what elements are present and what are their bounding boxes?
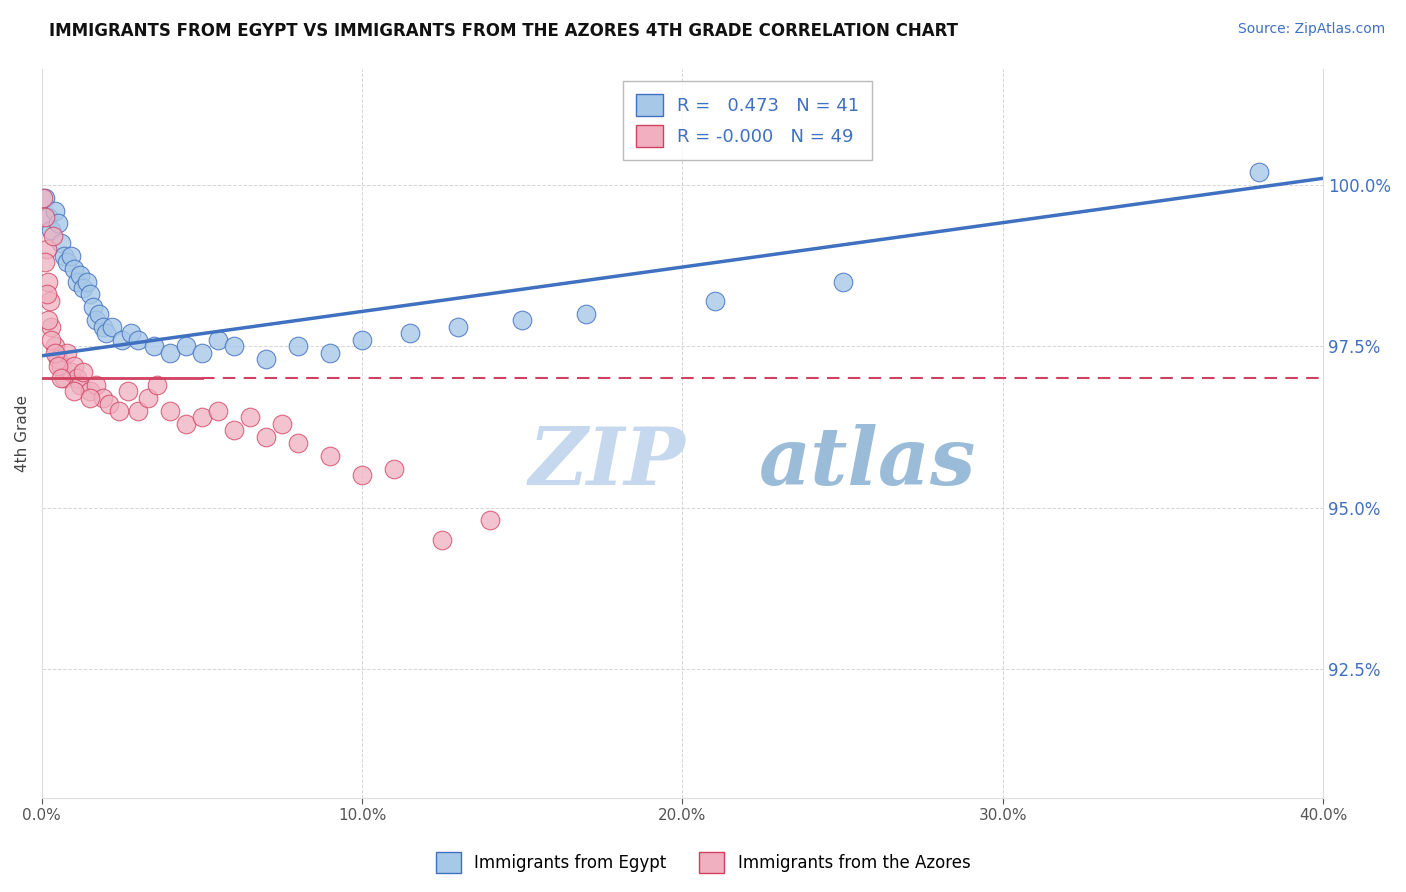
Legend: R =   0.473   N = 41, R = -0.000   N = 49: R = 0.473 N = 41, R = -0.000 N = 49 (623, 81, 872, 160)
Point (207, 403, 229, 417)
Point (49, 371, 72, 385)
Point (107, 403, 129, 417)
Point (271, 417, 294, 431)
Point (66, 275, 89, 289)
Point (159, 403, 181, 417)
Point (69, 268, 91, 282)
Point (41, 333, 63, 347)
Point (72, 365, 94, 379)
Point (35, 287, 58, 301)
Point (49, 235, 72, 250)
Point (101, 319, 124, 334)
Point (479, 513, 502, 527)
Point (222, 423, 245, 437)
Point (32, 191, 55, 205)
Y-axis label: 4th Grade: 4th Grade (15, 395, 30, 472)
Point (37, 210, 59, 224)
Point (91, 319, 114, 334)
Point (56, 255, 79, 269)
Point (575, 307, 598, 321)
Point (44, 203, 66, 218)
Point (447, 319, 470, 334)
Point (142, 339, 165, 353)
Point (34, 210, 56, 224)
Point (84, 377, 107, 392)
Text: IMMIGRANTS FROM EGYPT VS IMMIGRANTS FROM THE AZORES 4TH GRADE CORRELATION CHART: IMMIGRANTS FROM EGYPT VS IMMIGRANTS FROM… (49, 22, 959, 40)
Point (98, 397, 121, 411)
Point (44, 345, 66, 359)
Point (254, 352, 277, 367)
Point (56, 345, 79, 359)
Point (174, 417, 197, 431)
Point (146, 377, 169, 392)
Point (111, 333, 134, 347)
Point (53, 249, 76, 263)
Point (117, 384, 139, 399)
Point (239, 410, 262, 425)
Point (94, 326, 117, 341)
Point (79, 384, 101, 399)
Point (41, 223, 63, 237)
Point (319, 345, 342, 359)
Point (59, 249, 82, 263)
Point (69, 377, 91, 392)
Point (46, 217, 69, 231)
Point (72, 281, 94, 295)
Point (44, 339, 66, 353)
Point (510, 313, 533, 327)
Point (159, 345, 181, 359)
Point (79, 391, 101, 405)
Point (89, 307, 111, 321)
Point (91, 391, 114, 405)
Point (254, 429, 277, 443)
Point (352, 468, 374, 483)
Point (287, 436, 309, 450)
Point (63, 384, 86, 399)
Point (127, 403, 149, 417)
Point (37, 275, 59, 289)
Point (84, 313, 107, 327)
Point (191, 410, 214, 425)
Point (831, 275, 853, 289)
Point (382, 462, 405, 476)
Legend: Immigrants from Egypt, Immigrants from the Azores: Immigrants from Egypt, Immigrants from t… (429, 846, 977, 880)
Point (46, 359, 69, 373)
Point (127, 333, 149, 347)
Text: atlas: atlas (759, 424, 977, 501)
Point (63, 261, 86, 276)
Point (319, 449, 342, 463)
Text: ZIP: ZIP (529, 424, 686, 501)
Point (222, 339, 245, 353)
Point (34, 191, 56, 205)
Point (76, 275, 98, 289)
Point (287, 339, 309, 353)
Point (136, 391, 159, 405)
Point (1247, 165, 1270, 179)
Point (63, 359, 86, 373)
Point (34, 255, 56, 269)
Point (38, 293, 60, 308)
Point (703, 293, 725, 308)
Point (432, 533, 454, 547)
Point (59, 365, 82, 379)
Point (352, 333, 374, 347)
Point (399, 326, 422, 341)
Point (207, 333, 229, 347)
Point (121, 326, 143, 341)
Point (53, 371, 76, 385)
Point (49, 359, 72, 373)
Point (66, 371, 89, 385)
Point (46, 352, 69, 367)
Point (191, 345, 214, 359)
Point (174, 339, 197, 353)
Point (82, 301, 104, 315)
Point (35, 242, 58, 256)
Text: Source: ZipAtlas.com: Source: ZipAtlas.com (1237, 22, 1385, 37)
Point (79, 287, 101, 301)
Point (41, 319, 63, 334)
Point (37, 313, 59, 327)
Point (42, 229, 65, 244)
